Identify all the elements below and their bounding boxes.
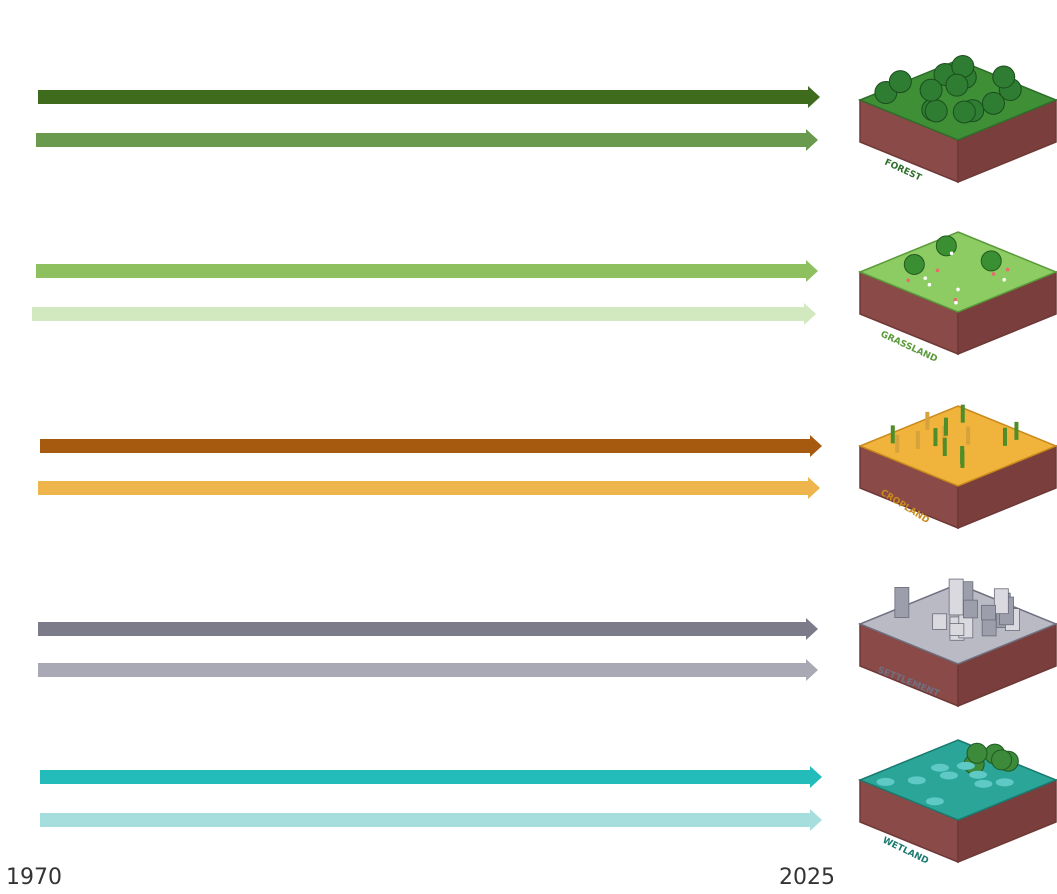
- wetland-tile: WETLAND: [858, 739, 1057, 867]
- timeline-start-label: 1970: [6, 865, 62, 890]
- timeline-arrows: [32, 86, 822, 831]
- settlement-arrow-1: [38, 618, 818, 640]
- timeline-end-label: 2025: [779, 865, 835, 890]
- wetland-scenery: [876, 742, 1019, 806]
- cropland-scenery: [890, 404, 1019, 468]
- land-tiles: FOREST GRASSLAND CROPLAND SETTLEMENT WETLAND: [858, 54, 1057, 867]
- settlement-scenery: [894, 578, 1020, 641]
- grassland-arrow-2: [32, 303, 816, 325]
- cropland-arrow-2: [38, 477, 820, 499]
- cropland-arrow-1: [40, 435, 822, 457]
- grassland-arrow-1: [36, 260, 818, 282]
- grassland-scenery: [903, 235, 1010, 305]
- forest-scenery: [874, 54, 1022, 124]
- cropland-tile: CROPLAND: [858, 404, 1057, 530]
- wetland-arrow-1: [40, 766, 822, 788]
- grassland-tile: GRASSLAND: [858, 231, 1057, 365]
- forest-tile: FOREST: [858, 54, 1057, 184]
- settlement-arrow-2: [38, 659, 818, 681]
- wetland-arrow-2: [40, 809, 822, 831]
- forest-arrow-1: [38, 86, 820, 108]
- settlement-tile: SETTLEMENT: [858, 578, 1057, 708]
- grassland-ground: [858, 231, 1057, 313]
- forest-arrow-2: [36, 129, 818, 151]
